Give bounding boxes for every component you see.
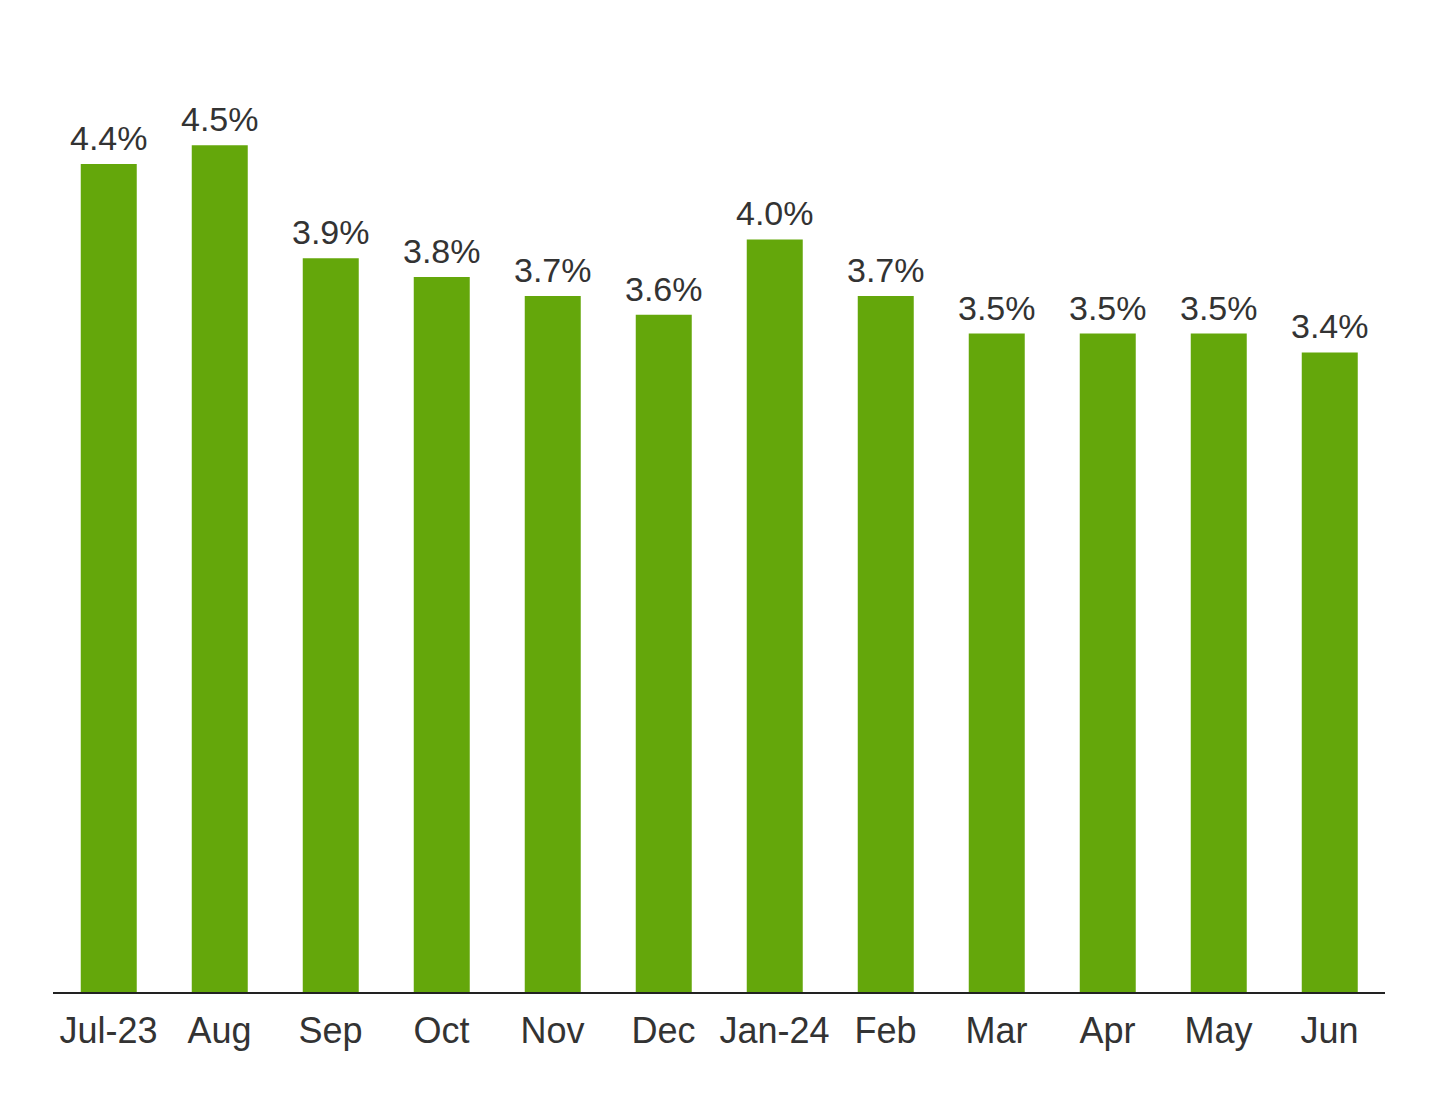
svg-text:3.4%: 3.4%: [1291, 307, 1369, 345]
svg-text:Jul-23: Jul-23: [59, 1010, 157, 1051]
svg-text:4.0%: 4.0%: [736, 194, 814, 232]
svg-text:Jun: Jun: [1300, 1010, 1358, 1051]
svg-text:3.6%: 3.6%: [625, 270, 703, 308]
svg-text:Dec: Dec: [631, 1010, 695, 1051]
svg-text:May: May: [1184, 1010, 1252, 1051]
svg-text:Sep: Sep: [298, 1010, 362, 1051]
svg-text:3.5%: 3.5%: [958, 289, 1036, 327]
svg-text:Nov: Nov: [520, 1010, 584, 1051]
svg-text:3.5%: 3.5%: [1180, 289, 1258, 327]
svg-text:4.5%: 4.5%: [181, 100, 259, 138]
svg-text:Jan-24: Jan-24: [719, 1010, 829, 1051]
svg-text:3.7%: 3.7%: [514, 251, 592, 289]
svg-text:3.7%: 3.7%: [847, 251, 925, 289]
svg-text:Aug: Aug: [187, 1010, 251, 1051]
svg-text:Mar: Mar: [966, 1010, 1028, 1051]
svg-text:3.5%: 3.5%: [1069, 289, 1147, 327]
svg-text:Oct: Oct: [413, 1010, 469, 1051]
svg-text:Feb: Feb: [854, 1010, 916, 1051]
svg-text:3.8%: 3.8%: [403, 232, 481, 270]
svg-text:3.9%: 3.9%: [292, 213, 370, 251]
svg-text:4.4%: 4.4%: [70, 119, 148, 157]
svg-text:Apr: Apr: [1079, 1010, 1135, 1051]
